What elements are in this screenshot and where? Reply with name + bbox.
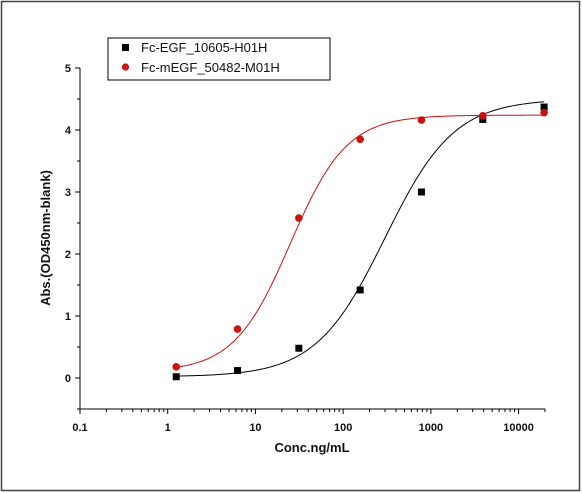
y-tick-label: 1	[65, 311, 71, 323]
x-tick-label: 10	[249, 422, 261, 434]
legend-marker-square	[122, 44, 129, 51]
x-tick-label: 100	[334, 422, 352, 434]
x-axis-title: Conc.ng/mL	[274, 440, 349, 455]
x-tick-label: 1000	[419, 422, 443, 434]
y-tick-label: 2	[65, 249, 71, 261]
x-tick-label: 0.1	[72, 422, 87, 434]
y-tick-label: 5	[65, 63, 71, 75]
data-point-series-1	[417, 188, 425, 196]
data-point-series-1	[295, 344, 303, 352]
data-point-series-2	[233, 325, 242, 333]
axes	[75, 67, 546, 414]
y-tick-label: 3	[65, 187, 71, 199]
data-point-series-2	[417, 116, 426, 124]
data-point-series-2	[478, 111, 487, 120]
data-point-series-1	[356, 286, 364, 294]
x-tick-label: 1	[165, 422, 171, 434]
tick-labels: 0 1 2 3 4 5 0.1 1 10 100 1000 10000	[65, 63, 534, 434]
legend-marker-circle	[121, 63, 130, 71]
y-tick-label: 4	[65, 125, 72, 137]
fit-curve-series-2	[176, 114, 545, 368]
y-axis-title: Abs.(OD450nm-blank)	[38, 170, 53, 306]
y-tick-label: 0	[65, 373, 71, 385]
data-point-series-1	[234, 367, 242, 375]
legend-label-series-2: Fc-mEGF_50482-M01H	[141, 60, 280, 75]
x-tick-label: 10000	[503, 422, 534, 434]
legend-box	[107, 37, 331, 81]
data-point-series-1	[172, 373, 180, 381]
data-point-series-2	[356, 135, 364, 144]
legend-label-series-1: Fc-EGF_10605-H01H	[141, 40, 267, 55]
data-point-series-2	[540, 108, 548, 117]
data-point-series-2	[172, 363, 181, 371]
data-point-series-2	[295, 214, 303, 222]
data-markers	[172, 103, 548, 381]
legend: Fc-EGF_10605-H01H Fc-mEGF_50482-M01H	[107, 37, 331, 81]
data-point-series-1	[540, 103, 548, 111]
